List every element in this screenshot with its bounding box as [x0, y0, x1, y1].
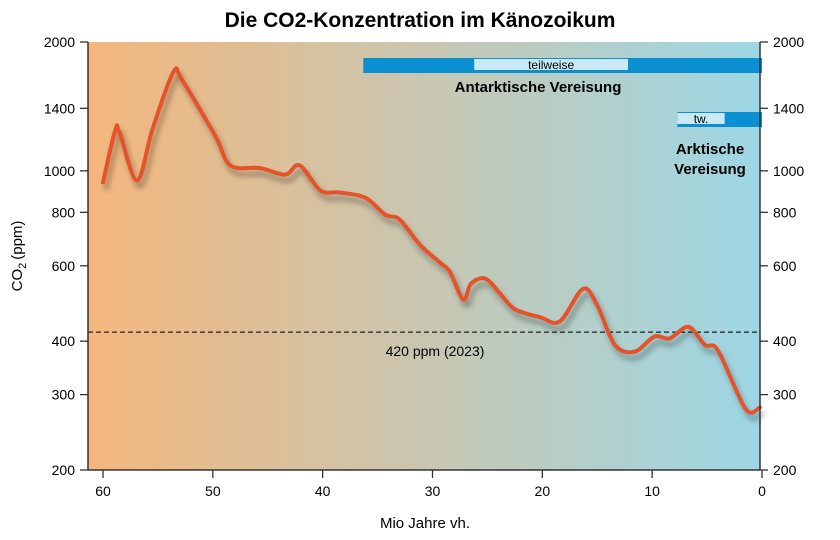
- x-axis-label: Mio Jahre vh.: [380, 515, 470, 532]
- y-tick-label-right: 400: [773, 333, 797, 349]
- y-tick-label-left: 600: [52, 258, 76, 274]
- y-axis-label-unit: (ppm): [9, 221, 26, 260]
- antarctic-partial-bar: [474, 59, 629, 70]
- y-tick-label-left: 1000: [44, 163, 75, 179]
- y-axis-label-sub: 2: [17, 263, 29, 269]
- y-tick-label-right: 1400: [773, 100, 804, 116]
- x-tick-label: 40: [315, 483, 331, 499]
- y-tick-label-right: 200: [773, 462, 797, 478]
- arctic-glaciation-label-line1: Arktische: [676, 141, 744, 158]
- arctic-partial-label: tw.: [694, 112, 709, 126]
- reference-label: 420 ppm (2023): [386, 343, 485, 359]
- y-tick-label-left: 800: [52, 204, 76, 220]
- y-tick-label-left: 1400: [44, 100, 75, 116]
- arctic-partial-bar: [677, 113, 725, 124]
- y-axis-label: CO2 (ppm): [9, 221, 29, 292]
- y-tick-label-left: 200: [52, 462, 76, 478]
- antarctic-glaciation-label: Antarktische Vereisung: [455, 79, 622, 96]
- y-tick-label-left: 2000: [44, 34, 75, 50]
- y-tick-label-right: 800: [773, 204, 797, 220]
- x-tick-label: 0: [758, 483, 766, 499]
- y-tick-label-left: 300: [52, 387, 76, 403]
- y-tick-label-right: 600: [773, 258, 797, 274]
- co2-series-line: [101, 66, 762, 415]
- x-tick-label: 30: [425, 483, 441, 499]
- y-tick-label-right: 300: [773, 387, 797, 403]
- y-tick-label-right: 1000: [773, 163, 804, 179]
- x-tick-label: 20: [535, 483, 551, 499]
- x-tick-label: 50: [205, 483, 221, 499]
- chart-title: Die CO2-Konzentration im Känozoikum: [225, 9, 616, 32]
- antarctic-partial-label: teilweise: [528, 58, 574, 72]
- plot-area: [88, 42, 760, 470]
- y-axis-label-main: CO: [9, 269, 26, 292]
- x-tick-label: 60: [95, 483, 111, 499]
- y-tick-label-left: 400: [52, 333, 76, 349]
- x-tick-label: 10: [644, 483, 660, 499]
- arctic-glaciation-label-line2: Vereisung: [674, 161, 746, 178]
- y-tick-label-right: 2000: [773, 34, 804, 50]
